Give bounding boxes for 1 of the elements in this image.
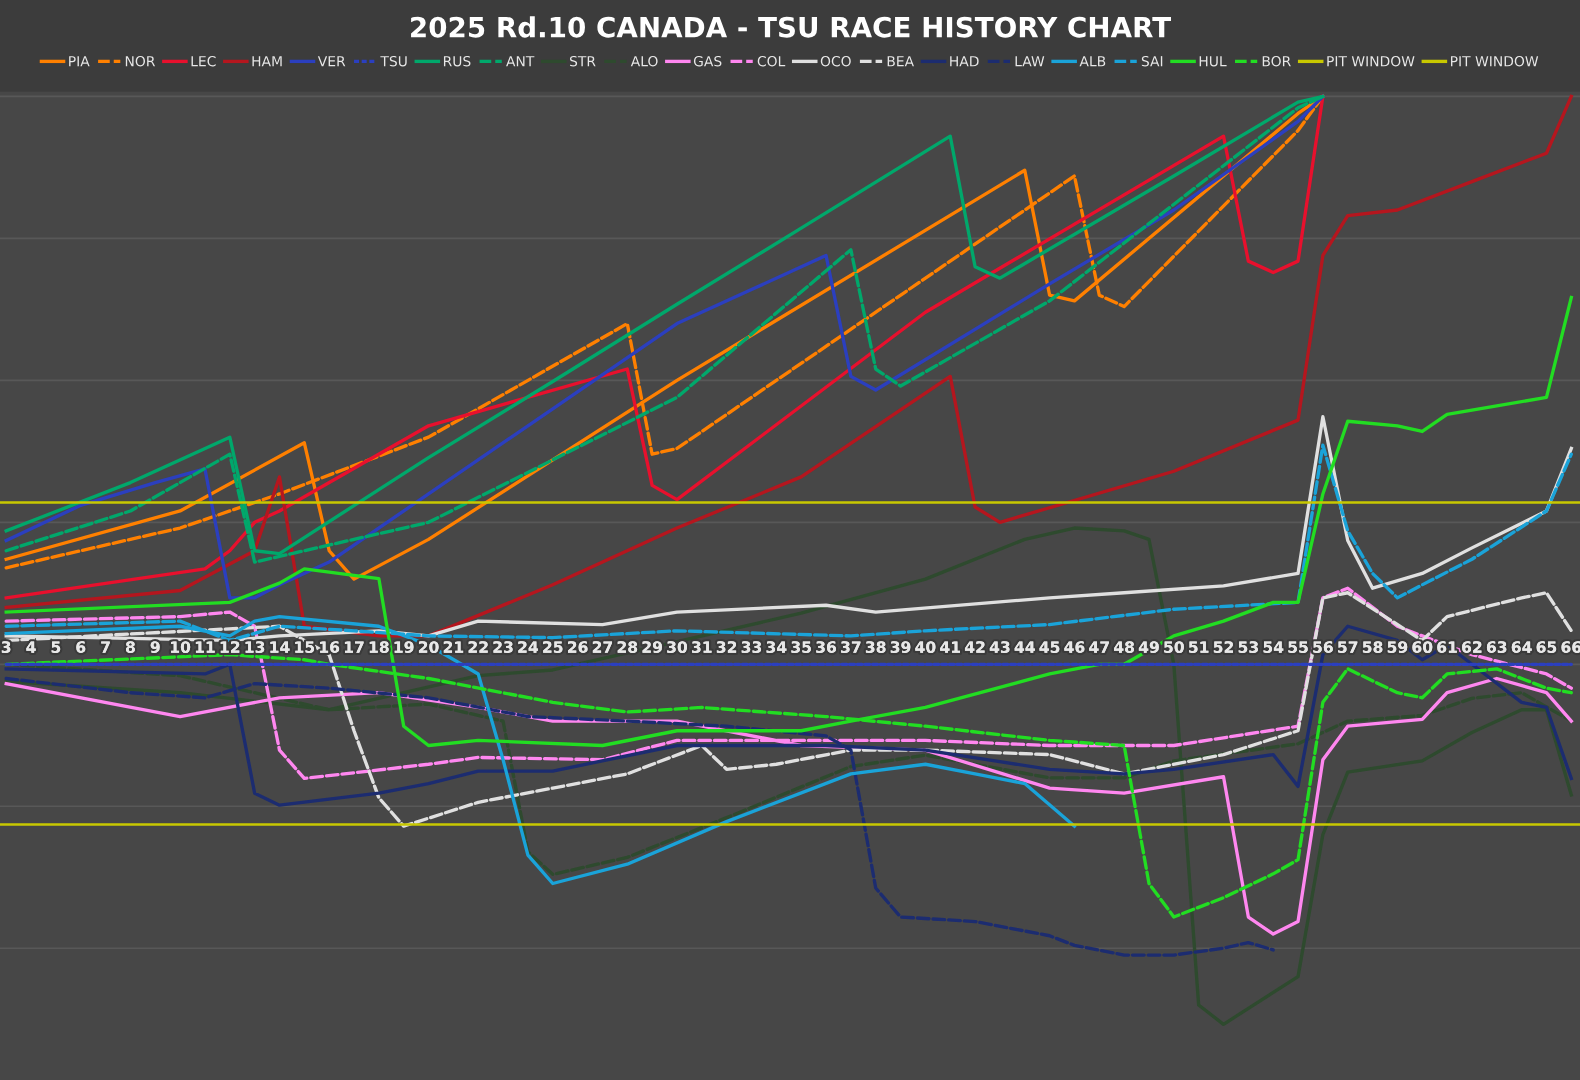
chart-title: 2025 Rd.10 CANADA - TSU RACE HISTORY CHART	[411, 16, 1172, 38]
